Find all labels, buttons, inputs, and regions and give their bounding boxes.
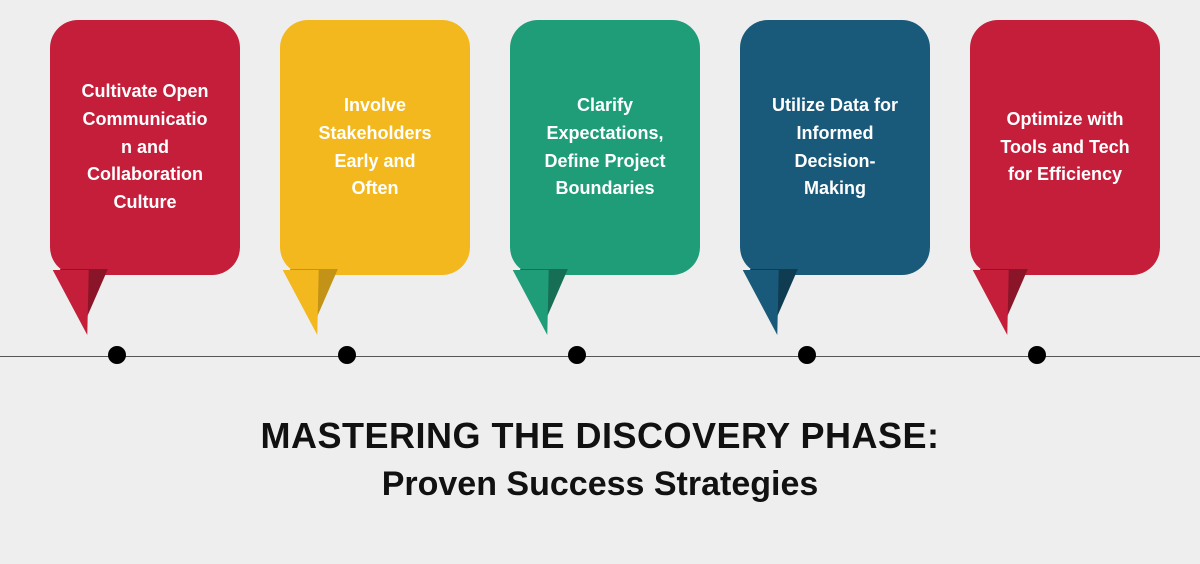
bubble-1: Involve Stakeholders Early and Often [280, 20, 470, 275]
title-block: MASTERING THE DISCOVERY PHASE: Proven Su… [0, 415, 1200, 504]
bubble-wrap-2: Clarify Expectations, Define Project Bou… [510, 20, 700, 275]
bubble-label-3: Utilize Data for Informed Decision-Makin… [770, 92, 900, 204]
timeline-line [0, 356, 1200, 357]
bubble-0: Cultivate Open Communication and Collabo… [50, 20, 240, 275]
bubble-label-4: Optimize with Tools and Tech for Efficie… [1000, 106, 1130, 190]
timeline-dot-4 [1028, 346, 1046, 364]
bubble-2: Clarify Expectations, Define Project Bou… [510, 20, 700, 275]
timeline-container: Cultivate Open Communication and Collabo… [0, 20, 1200, 380]
bubble-row: Cultivate Open Communication and Collabo… [50, 20, 1160, 275]
bubble-wrap-1: Involve Stakeholders Early and Often [280, 20, 470, 275]
bubble-4: Optimize with Tools and Tech for Efficie… [970, 20, 1160, 275]
timeline-dot-1 [338, 346, 356, 364]
bubble-wrap-3: Utilize Data for Informed Decision-Makin… [740, 20, 930, 275]
timeline-dot-0 [108, 346, 126, 364]
bubble-3: Utilize Data for Informed Decision-Makin… [740, 20, 930, 275]
bubble-wrap-4: Optimize with Tools and Tech for Efficie… [970, 20, 1160, 275]
bubble-label-2: Clarify Expectations, Define Project Bou… [540, 92, 670, 204]
title-main: MASTERING THE DISCOVERY PHASE: [0, 415, 1200, 457]
bubble-label-0: Cultivate Open Communication and Collabo… [80, 78, 210, 217]
timeline-dot-2 [568, 346, 586, 364]
bubble-label-1: Involve Stakeholders Early and Often [310, 92, 440, 204]
bubble-wrap-0: Cultivate Open Communication and Collabo… [50, 20, 240, 275]
title-sub: Proven Success Strategies [0, 465, 1200, 504]
timeline-dot-3 [798, 346, 816, 364]
